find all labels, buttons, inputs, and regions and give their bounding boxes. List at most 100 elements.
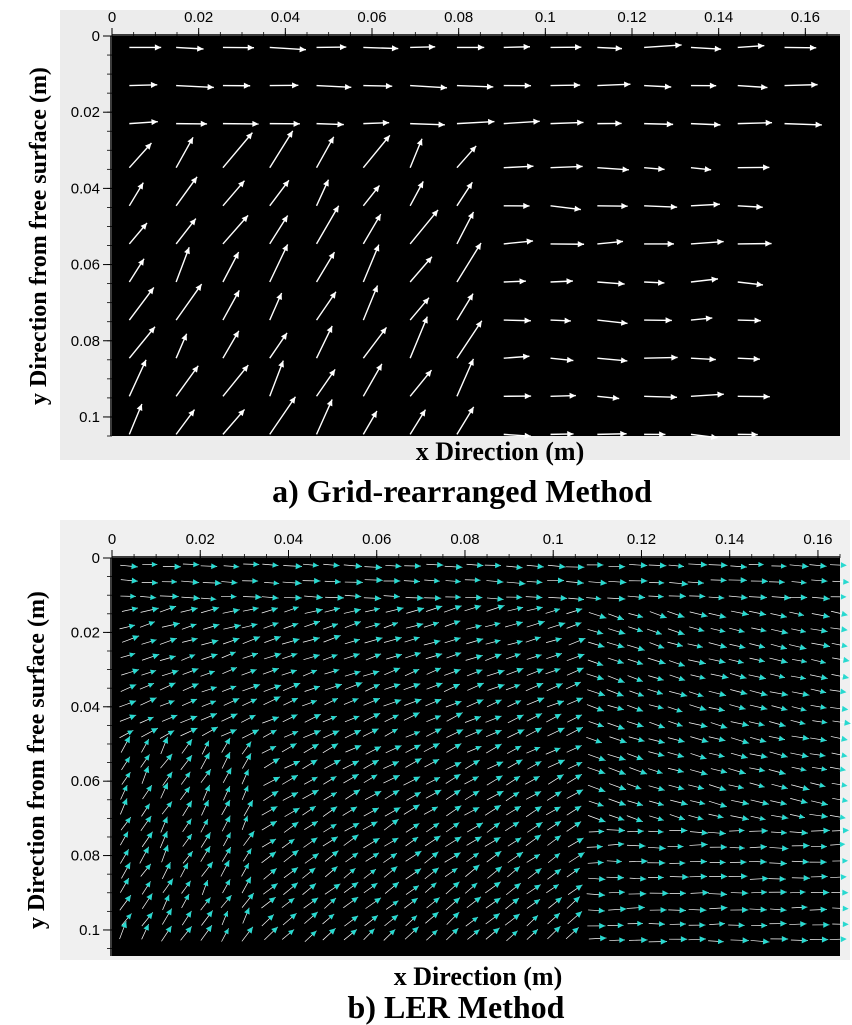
vector-arrow [444, 852, 461, 863]
vector-arrow [749, 875, 769, 882]
vector-arrow [425, 789, 442, 799]
vector-arrow [362, 363, 383, 397]
vector-arrow [649, 907, 667, 913]
vector-arrow [281, 929, 295, 940]
vector-arrow [343, 929, 358, 941]
chart-b-x-axis-label: x Direction (m) [394, 962, 562, 991]
vector-arrow [608, 906, 627, 913]
vector-arrow [120, 831, 129, 846]
vector-arrow [345, 852, 359, 863]
vector-arrow [315, 291, 337, 321]
vector-arrow [269, 120, 300, 127]
vector-arrow [566, 773, 583, 784]
vector-arrow [626, 783, 642, 790]
vector-arrow [526, 746, 541, 754]
vector-arrow [269, 130, 294, 169]
vector-arrow [506, 667, 524, 676]
vector-arrow [141, 893, 153, 909]
vector-arrow [325, 594, 344, 601]
vector-arrow [283, 563, 303, 570]
vector-arrow [644, 83, 672, 90]
vector-arrow [586, 562, 604, 568]
vector-arrow [182, 637, 198, 643]
vector-arrow [410, 84, 448, 91]
chart-b-plot-area [112, 558, 840, 956]
vector-arrow [363, 837, 380, 849]
vector-arrow [587, 784, 606, 793]
vector-arrow [784, 121, 822, 128]
vector-arrow [403, 578, 420, 585]
x-tick-label: 0.12 [627, 531, 656, 548]
vector-arrow [424, 578, 440, 584]
vector-arrow [424, 882, 437, 893]
x-tick-label: 0.08 [444, 9, 473, 26]
vector-arrow [443, 683, 461, 693]
vector-arrow [129, 81, 158, 89]
vector-arrow [425, 698, 442, 707]
x-tick-label: 0.16 [791, 9, 820, 26]
vector-arrow [627, 753, 644, 761]
vector-arrow [200, 713, 218, 721]
vector-arrow [668, 563, 684, 569]
vector-arrow [409, 297, 430, 321]
vector-arrow [405, 823, 420, 833]
vector-arrow [269, 179, 290, 207]
vector-arrow [689, 858, 707, 865]
vector-arrow [182, 561, 200, 568]
vector-arrow [769, 751, 788, 759]
vector-arrow [405, 744, 421, 753]
vector-arrow [606, 689, 624, 697]
vector-arrow [647, 688, 664, 695]
vector-arrow [688, 784, 705, 791]
vector-arrow [550, 356, 574, 363]
vector-arrow [526, 579, 543, 585]
vector-arrow [444, 668, 461, 676]
vector-arrow [597, 81, 631, 88]
vector-arrow [384, 789, 400, 800]
vector-arrow [403, 712, 420, 721]
vector-arrow [588, 935, 607, 942]
vector-arrow [832, 858, 849, 864]
vector-arrow [810, 843, 827, 850]
vector-arrow [769, 657, 788, 664]
vector-arrow [810, 736, 827, 743]
vector-arrow [526, 898, 541, 909]
vector-arrow [829, 688, 847, 695]
vector-arrow [464, 882, 478, 894]
vector-arrow [810, 704, 827, 710]
vector-arrow [384, 714, 399, 723]
vector-arrow [708, 813, 724, 819]
vector-arrow [647, 657, 666, 665]
vector-arrow [503, 118, 540, 125]
vector-arrow [405, 868, 422, 880]
vector-arrow [769, 721, 786, 728]
vector-arrow [181, 654, 196, 661]
vector-arrow [729, 643, 746, 650]
vector-arrow [627, 800, 644, 807]
vector-arrow [385, 900, 399, 910]
vector-arrow [729, 859, 747, 866]
vector-arrow [181, 880, 191, 894]
vector-arrow [669, 873, 689, 880]
vector-arrow [749, 782, 765, 789]
vector-arrow [444, 620, 461, 627]
vector-arrow [343, 881, 359, 893]
vector-arrow [140, 697, 157, 706]
vector-arrow [810, 782, 826, 788]
vector-arrow [467, 929, 480, 940]
vector-arrow [140, 606, 159, 613]
vector-arrow [324, 866, 338, 878]
vector-arrow [176, 120, 208, 127]
vector-arrow [282, 682, 301, 692]
vector-arrow [791, 858, 809, 865]
vector-arrow [648, 874, 664, 881]
vector-arrow [789, 611, 805, 617]
vector-arrow [708, 658, 726, 665]
chart-a-y-axis-label: y Direction from free surface (m) [26, 67, 52, 405]
vector-arrow [751, 889, 768, 896]
vector-arrow [687, 643, 703, 649]
vector-arrow [505, 653, 521, 660]
vector-arrow [181, 893, 190, 909]
vector-arrow [749, 753, 768, 760]
vector-arrow [364, 790, 382, 800]
